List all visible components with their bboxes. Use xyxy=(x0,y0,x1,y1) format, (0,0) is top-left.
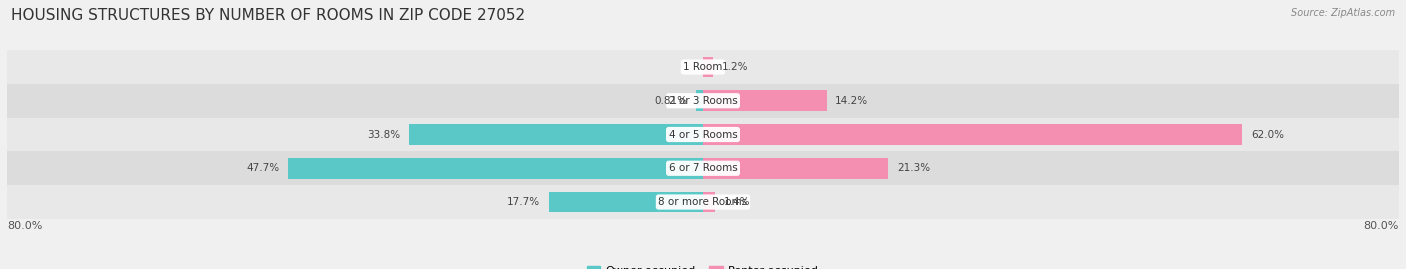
Text: 17.7%: 17.7% xyxy=(508,197,540,207)
Legend: Owner-occupied, Renter-occupied: Owner-occupied, Renter-occupied xyxy=(582,261,824,269)
Text: 1.2%: 1.2% xyxy=(723,62,748,72)
Text: 80.0%: 80.0% xyxy=(7,221,42,231)
Bar xyxy=(548,192,703,213)
Text: 8 or more Rooms: 8 or more Rooms xyxy=(658,197,748,207)
Text: 14.2%: 14.2% xyxy=(835,96,869,106)
Bar xyxy=(288,158,703,179)
Text: 1.4%: 1.4% xyxy=(724,197,751,207)
Bar xyxy=(703,192,716,213)
Bar xyxy=(7,50,1399,84)
Text: 47.7%: 47.7% xyxy=(246,163,280,173)
Bar xyxy=(703,56,713,77)
Bar xyxy=(703,124,1243,145)
Text: 80.0%: 80.0% xyxy=(1364,221,1399,231)
Text: 4 or 5 Rooms: 4 or 5 Rooms xyxy=(669,129,737,140)
Bar xyxy=(7,185,1399,219)
Bar xyxy=(7,118,1399,151)
Text: 6 or 7 Rooms: 6 or 7 Rooms xyxy=(669,163,737,173)
Text: 21.3%: 21.3% xyxy=(897,163,931,173)
Text: HOUSING STRUCTURES BY NUMBER OF ROOMS IN ZIP CODE 27052: HOUSING STRUCTURES BY NUMBER OF ROOMS IN… xyxy=(11,8,526,23)
Text: 62.0%: 62.0% xyxy=(1251,129,1284,140)
Bar xyxy=(696,90,703,111)
Bar xyxy=(703,90,827,111)
Bar xyxy=(409,124,703,145)
Text: 33.8%: 33.8% xyxy=(367,129,401,140)
Text: 1 Room: 1 Room xyxy=(683,62,723,72)
Bar xyxy=(7,84,1399,118)
Text: 2 or 3 Rooms: 2 or 3 Rooms xyxy=(669,96,737,106)
Text: Source: ZipAtlas.com: Source: ZipAtlas.com xyxy=(1291,8,1395,18)
Bar xyxy=(7,151,1399,185)
Text: 0.81%: 0.81% xyxy=(654,96,688,106)
Bar xyxy=(703,158,889,179)
